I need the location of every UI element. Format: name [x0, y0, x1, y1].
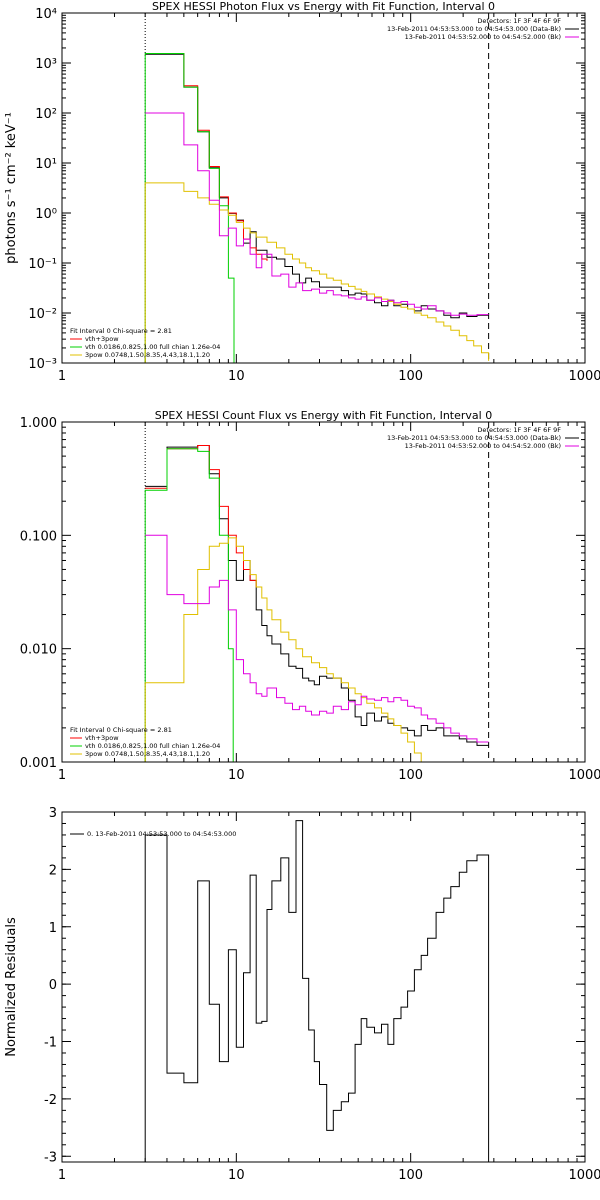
legend-text: vth+3pow — [85, 734, 119, 742]
x-tick-label: 100 — [398, 369, 423, 384]
y-tick-label: 1.000 — [20, 416, 57, 431]
y-tick-label: 10³ — [35, 57, 57, 72]
series-group — [144, 53, 490, 363]
y-tick-label: 0.100 — [20, 529, 57, 544]
series-group — [144, 820, 490, 1162]
series-line-4 — [145, 112, 489, 316]
legend-title: Fit Interval 0 Chi-square = 2.81 — [70, 726, 172, 734]
x-tick-label: 10 — [228, 369, 245, 384]
y-tick-label: -3 — [44, 1150, 57, 1165]
y-tick-label: 10⁻³ — [28, 357, 57, 372]
x-tick-label: 1000 — [568, 1168, 600, 1183]
header-text: 13-Feb-2011 04:53:53.000 to 04:54:53.000… — [387, 434, 561, 442]
y-tick-label: -2 — [44, 1093, 57, 1108]
chart-title: SPEX HESSI Photon Flux vs Energy with Fi… — [152, 0, 495, 13]
y-tick-label: 2 — [49, 863, 57, 878]
y-tick-label: 10⁰ — [35, 207, 57, 222]
count-flux-panel: SPEX HESSI Count Flux vs Energy with Fit… — [20, 409, 600, 783]
legend-title: Fit Interval 0 Chi-square = 2.81 — [70, 327, 172, 335]
x-tick-label: 100 — [398, 768, 423, 783]
chart-title: SPEX HESSI Count Flux vs Energy with Fit… — [155, 409, 492, 422]
legend-text: 0. 13-Feb-2011 04:53:53.000 to 04:54:53.… — [87, 830, 236, 838]
x-tick-label: 100 — [398, 1168, 423, 1183]
legend-text: 3pow 0.0748,1.50,8.35,4.43,18.1,1.20 — [85, 351, 210, 359]
photon-flux-panel: SPEX HESSI Photon Flux vs Energy with Fi… — [4, 0, 600, 384]
series-line-1 — [145, 445, 257, 587]
x-tick-label: 1 — [58, 369, 66, 384]
x-tick-label: 1 — [58, 1168, 66, 1183]
x-tick-label: 10 — [228, 768, 245, 783]
header-text: Detectors: 1F 3F 4F 6F 9F — [477, 426, 561, 434]
y-tick-label: 1 — [49, 921, 57, 936]
series-line-2 — [144, 448, 237, 762]
y-tick-label: 10² — [35, 107, 57, 122]
y-tick-label: -1 — [44, 1036, 57, 1051]
series-line-2 — [144, 53, 235, 363]
y-axis-label: Normalized Residuals — [4, 917, 19, 1057]
header-text: 13-Feb-2011 04:53:53.000 to 04:54:53.000… — [387, 25, 561, 33]
y-tick-label: 10⁻² — [28, 307, 57, 322]
plot-frame — [61, 811, 586, 1163]
series-group — [144, 445, 489, 762]
y-axis-label: photons s⁻¹ cm⁻² keV⁻¹ — [4, 112, 19, 264]
series-line-3 — [144, 182, 490, 363]
y-tick-label: 3 — [49, 806, 57, 821]
legend-text: 3pow 0.0748,1.50,8.35,4.43,18.1,1.20 — [85, 750, 210, 758]
residuals-panel: Normalized Residuals 1 10 100 1000 -3 -2 -1 0 1 2 3… — [4, 806, 600, 1183]
legend-text: vth+3pow — [85, 335, 119, 343]
y-tick-label: 0.001 — [20, 756, 57, 771]
y-tick-label: 10⁴ — [35, 7, 57, 22]
header-text: 13-Feb-2011 04:53:52.000 to 04:54:52.000… — [405, 442, 561, 450]
plot-frame — [61, 12, 586, 364]
series-line-0 — [144, 820, 490, 1162]
series-line-0 — [145, 53, 489, 319]
series-line-0 — [145, 445, 489, 746]
series-line-4 — [145, 534, 489, 743]
y-tick-label: 10¹ — [35, 157, 57, 172]
x-tick-label: 1 — [58, 768, 66, 783]
legend-text: vth 0.0186,0.825,1.00 full chian 1.26e-0… — [85, 343, 220, 351]
plot-frame — [61, 421, 586, 763]
y-tick-label: 10⁻¹ — [28, 257, 57, 272]
legend-text: vth 0.0186,0.825,1.00 full chian 1.26e-0… — [85, 742, 220, 750]
series-line-3 — [144, 537, 429, 762]
x-tick-label: 1000 — [568, 369, 600, 384]
x-tick-label: 1000 — [568, 768, 600, 783]
header-text: 13-Feb-2011 04:53:52.000 to 04:54:52.000… — [405, 33, 561, 41]
y-tick-label: 0.010 — [20, 643, 57, 658]
header-text: Detectors: 1F 3F 4F 6F 9F — [477, 17, 561, 25]
x-tick-label: 10 — [228, 1168, 245, 1183]
series-line-1 — [145, 53, 268, 261]
y-tick-label: 0 — [49, 978, 57, 993]
